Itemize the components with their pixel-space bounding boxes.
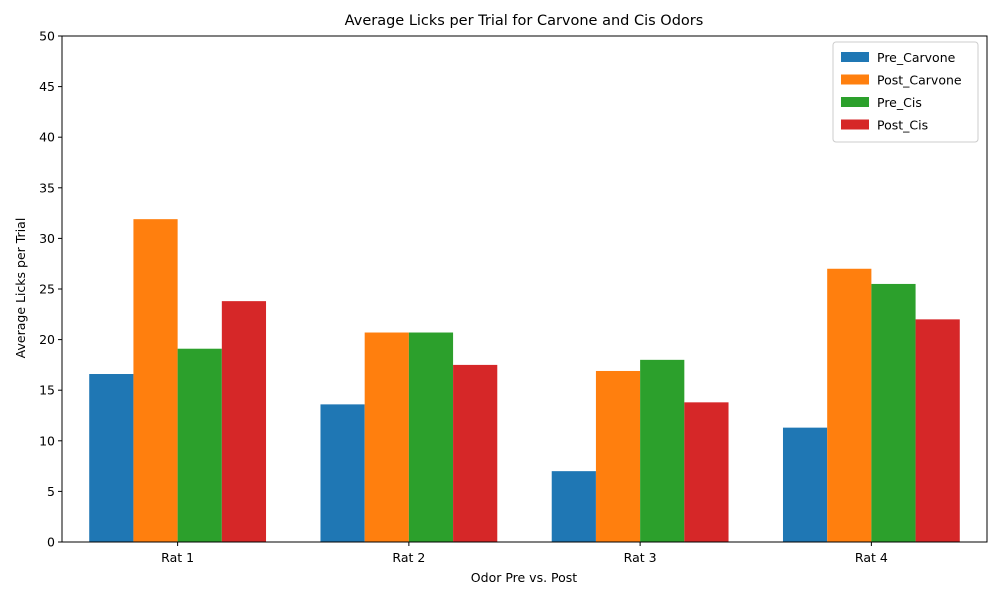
- series-post-cis: [221, 301, 960, 542]
- bar-pre-carvone-rat-3: [551, 471, 596, 542]
- legend-label-post-carvone: Post_Carvone: [877, 73, 962, 88]
- x-axis-label: Odor Pre vs. Post: [471, 570, 577, 585]
- bar-post-carvone-rat-2: [364, 332, 409, 542]
- bar-pre-cis-rat-4: [871, 283, 916, 542]
- bar-pre-carvone-rat-1: [89, 374, 134, 542]
- y-tick-label: 10: [39, 433, 55, 448]
- series-pre-cis: [177, 283, 916, 542]
- series-post-carvone: [133, 219, 872, 543]
- legend-box: [832, 41, 979, 143]
- y-tick-label: 5: [47, 484, 55, 499]
- y-axis-label: Average Licks per Trial: [13, 218, 28, 359]
- x-tick-label: Rat 3: [624, 550, 657, 565]
- bar-pre-cis-rat-1: [177, 348, 222, 542]
- bar-post-carvone-rat-1: [133, 219, 178, 543]
- y-tick-label: 25: [39, 282, 55, 297]
- y-tick-label: 40: [39, 130, 55, 145]
- bar-post-cis-rat-4: [915, 319, 960, 542]
- bar-post-cis-rat-1: [221, 301, 267, 542]
- x-tick-label: Rat 2: [392, 550, 425, 565]
- x-tick-label: Rat 4: [855, 550, 888, 565]
- y-tick-label: 0: [47, 535, 55, 550]
- bar-post-carvone-rat-3: [595, 370, 641, 542]
- legend: Pre_Carvone Post_Carvone Pre_Cis Post_Cis: [832, 41, 979, 143]
- plot-area: 0 5 10 15 20 25 30 35 40 45 50 Rat 1 Rat 2 Rat 3 Rat 4: [39, 29, 988, 565]
- bar-post-cis-rat-3: [684, 402, 729, 542]
- legend-label-pre-carvone: Pre_Carvone: [877, 50, 956, 65]
- y-tick-label: 35: [39, 180, 55, 195]
- bar-pre-cis-rat-2: [408, 332, 454, 542]
- bar-pre-carvone-rat-2: [320, 404, 365, 542]
- bar-pre-carvone-rat-4: [782, 427, 828, 542]
- legend-label-pre-cis: Pre_Cis: [877, 95, 922, 110]
- y-tick-label: 45: [39, 79, 55, 94]
- chart-title: Average Licks per Trial for Carvone and …: [345, 13, 704, 29]
- y-tick-label: 50: [39, 29, 55, 44]
- legend-swatch-post-cis: [841, 119, 869, 130]
- bar-post-cis-rat-2: [453, 364, 498, 542]
- bar-post-carvone-rat-4: [827, 268, 872, 542]
- bar-pre-cis-rat-3: [640, 359, 685, 542]
- legend-swatch-pre-cis: [841, 97, 869, 107]
- y-tick-label: 30: [39, 231, 55, 246]
- series-pre-carvone: [89, 374, 828, 542]
- legend-swatch-post-carvone: [841, 74, 869, 85]
- legend-swatch-pre-carvone: [841, 52, 869, 62]
- x-tick-label: Rat 1: [161, 550, 194, 565]
- y-tick-label: 20: [39, 332, 55, 347]
- y-tick-label: 15: [39, 383, 55, 398]
- legend-label-post-cis: Post_Cis: [877, 118, 928, 133]
